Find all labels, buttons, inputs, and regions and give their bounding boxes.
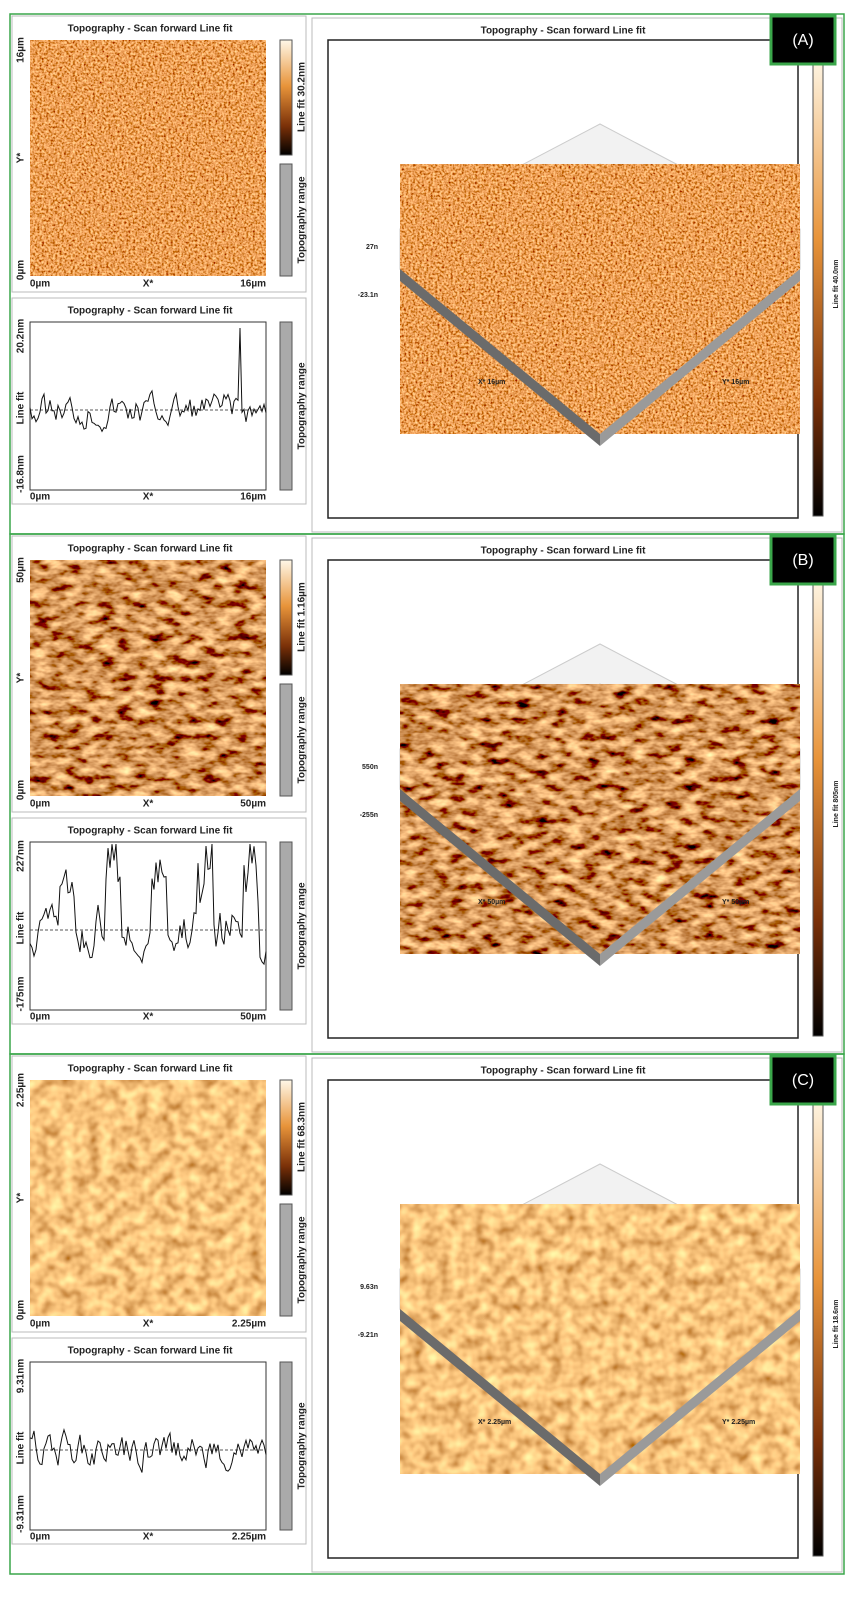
z-label: -23.1n (358, 292, 378, 299)
x-label: 16µm (240, 492, 266, 503)
colorbar (280, 560, 292, 675)
x-label: X* (143, 492, 154, 503)
panel-label: (A) (792, 32, 813, 49)
z-label: 27n (366, 244, 378, 251)
side-colorbar (813, 1094, 823, 1556)
x-label: 0µm (30, 1012, 50, 1023)
colorbar-label: Line fit 1.16µm (297, 582, 308, 652)
range-label: Topography range (297, 176, 308, 263)
x-label: 0µm (30, 492, 50, 503)
range-bar (280, 164, 292, 276)
profile-plot (30, 1362, 266, 1530)
x-label: X* (143, 279, 154, 290)
view3d-title: Topography - Scan forward Line fit (481, 1066, 646, 1077)
y-label: 227nm (16, 840, 27, 872)
y-label: 16µm (16, 37, 27, 63)
y-label: Y* (16, 673, 27, 684)
y-axis-label: Y* 2.25µm (722, 1419, 755, 1426)
x-label: X* (143, 1319, 154, 1330)
side-colorbar-label: Line fit 18.6nm (833, 1299, 840, 1348)
image-title: Topography - Scan forward Line fit (68, 1064, 233, 1075)
y-label: 2.25µm (16, 1073, 27, 1107)
image-title: Topography - Scan forward Line fit (68, 544, 233, 555)
range-bar (280, 322, 292, 490)
x-axis-label: X* 16µm (478, 379, 505, 386)
x-label: 16µm (240, 279, 266, 290)
range-label: Topography range (297, 1216, 308, 1303)
range-bar (280, 684, 292, 796)
x-label: 2.25µm (232, 1319, 266, 1330)
y-label: 50µm (16, 557, 27, 583)
range-bar (280, 1362, 292, 1530)
x-label: 0µm (30, 799, 50, 810)
range-bar (280, 842, 292, 1010)
x-label: 50µm (240, 1012, 266, 1023)
y-axis-label: Y* 16µm (722, 379, 749, 386)
colorbar-label: Line fit 30.2nm (297, 62, 308, 132)
y-label: -175nm (16, 976, 27, 1011)
y-label: Line fit (16, 911, 27, 944)
afm-image (30, 1080, 266, 1316)
y-label: 20.2nm (16, 319, 27, 354)
afm-image (30, 40, 266, 276)
side-colorbar-label: Line fit 805nm (833, 780, 840, 827)
z-label: -255n (360, 812, 378, 819)
y-axis-label: Y* 50µm (722, 899, 749, 906)
y-label: Y* (16, 153, 27, 164)
panel-label: (C) (792, 1072, 814, 1089)
range-bar (280, 1204, 292, 1316)
x-label: 2.25µm (232, 1532, 266, 1543)
y-label: 0µm (16, 1300, 27, 1320)
colorbar-label: Line fit 68.3nm (297, 1102, 308, 1172)
range-label: Topography range (297, 362, 308, 449)
x-label: X* (143, 1012, 154, 1023)
image-title: Topography - Scan forward Line fit (68, 24, 233, 35)
y-label: Line fit (16, 391, 27, 424)
colorbar (280, 40, 292, 155)
y-label: -16.8nm (16, 455, 27, 493)
colorbar (280, 1080, 292, 1195)
z-label: -9.21n (358, 1332, 378, 1339)
x-label: X* (143, 799, 154, 810)
profile-title: Topography - Scan forward Line fit (68, 1346, 233, 1357)
side-colorbar (813, 54, 823, 516)
profile-title: Topography - Scan forward Line fit (68, 306, 233, 317)
x-label: 50µm (240, 799, 266, 810)
z-label: 9.63n (360, 1284, 378, 1291)
x-label: X* (143, 1532, 154, 1543)
y-label: 0µm (16, 780, 27, 800)
range-label: Topography range (297, 882, 308, 969)
panel-label: (B) (792, 552, 813, 569)
side-colorbar (813, 574, 823, 1036)
afm-image (30, 560, 266, 796)
x-axis-label: X* 50µm (478, 899, 505, 906)
y-label: 0µm (16, 260, 27, 280)
x-label: 0µm (30, 1319, 50, 1330)
y-label: Y* (16, 1193, 27, 1204)
y-label: 9.31nm (16, 1359, 27, 1394)
figure: Topography - Scan forward Line fit Line f… (0, 0, 856, 1613)
x-axis-label: X* 2.25µm (478, 1419, 511, 1426)
view3d-title: Topography - Scan forward Line fit (481, 26, 646, 37)
z-label: 550n (362, 764, 378, 771)
y-label: -9.31nm (16, 1495, 27, 1533)
x-label: 0µm (30, 279, 50, 290)
view3d-title: Topography - Scan forward Line fit (481, 546, 646, 557)
x-label: 0µm (30, 1532, 50, 1543)
range-label: Topography range (297, 1402, 308, 1489)
side-colorbar-label: Line fit 40.0nm (833, 259, 840, 308)
profile-title: Topography - Scan forward Line fit (68, 826, 233, 837)
range-label: Topography range (297, 696, 308, 783)
y-label: Line fit (16, 1431, 27, 1464)
